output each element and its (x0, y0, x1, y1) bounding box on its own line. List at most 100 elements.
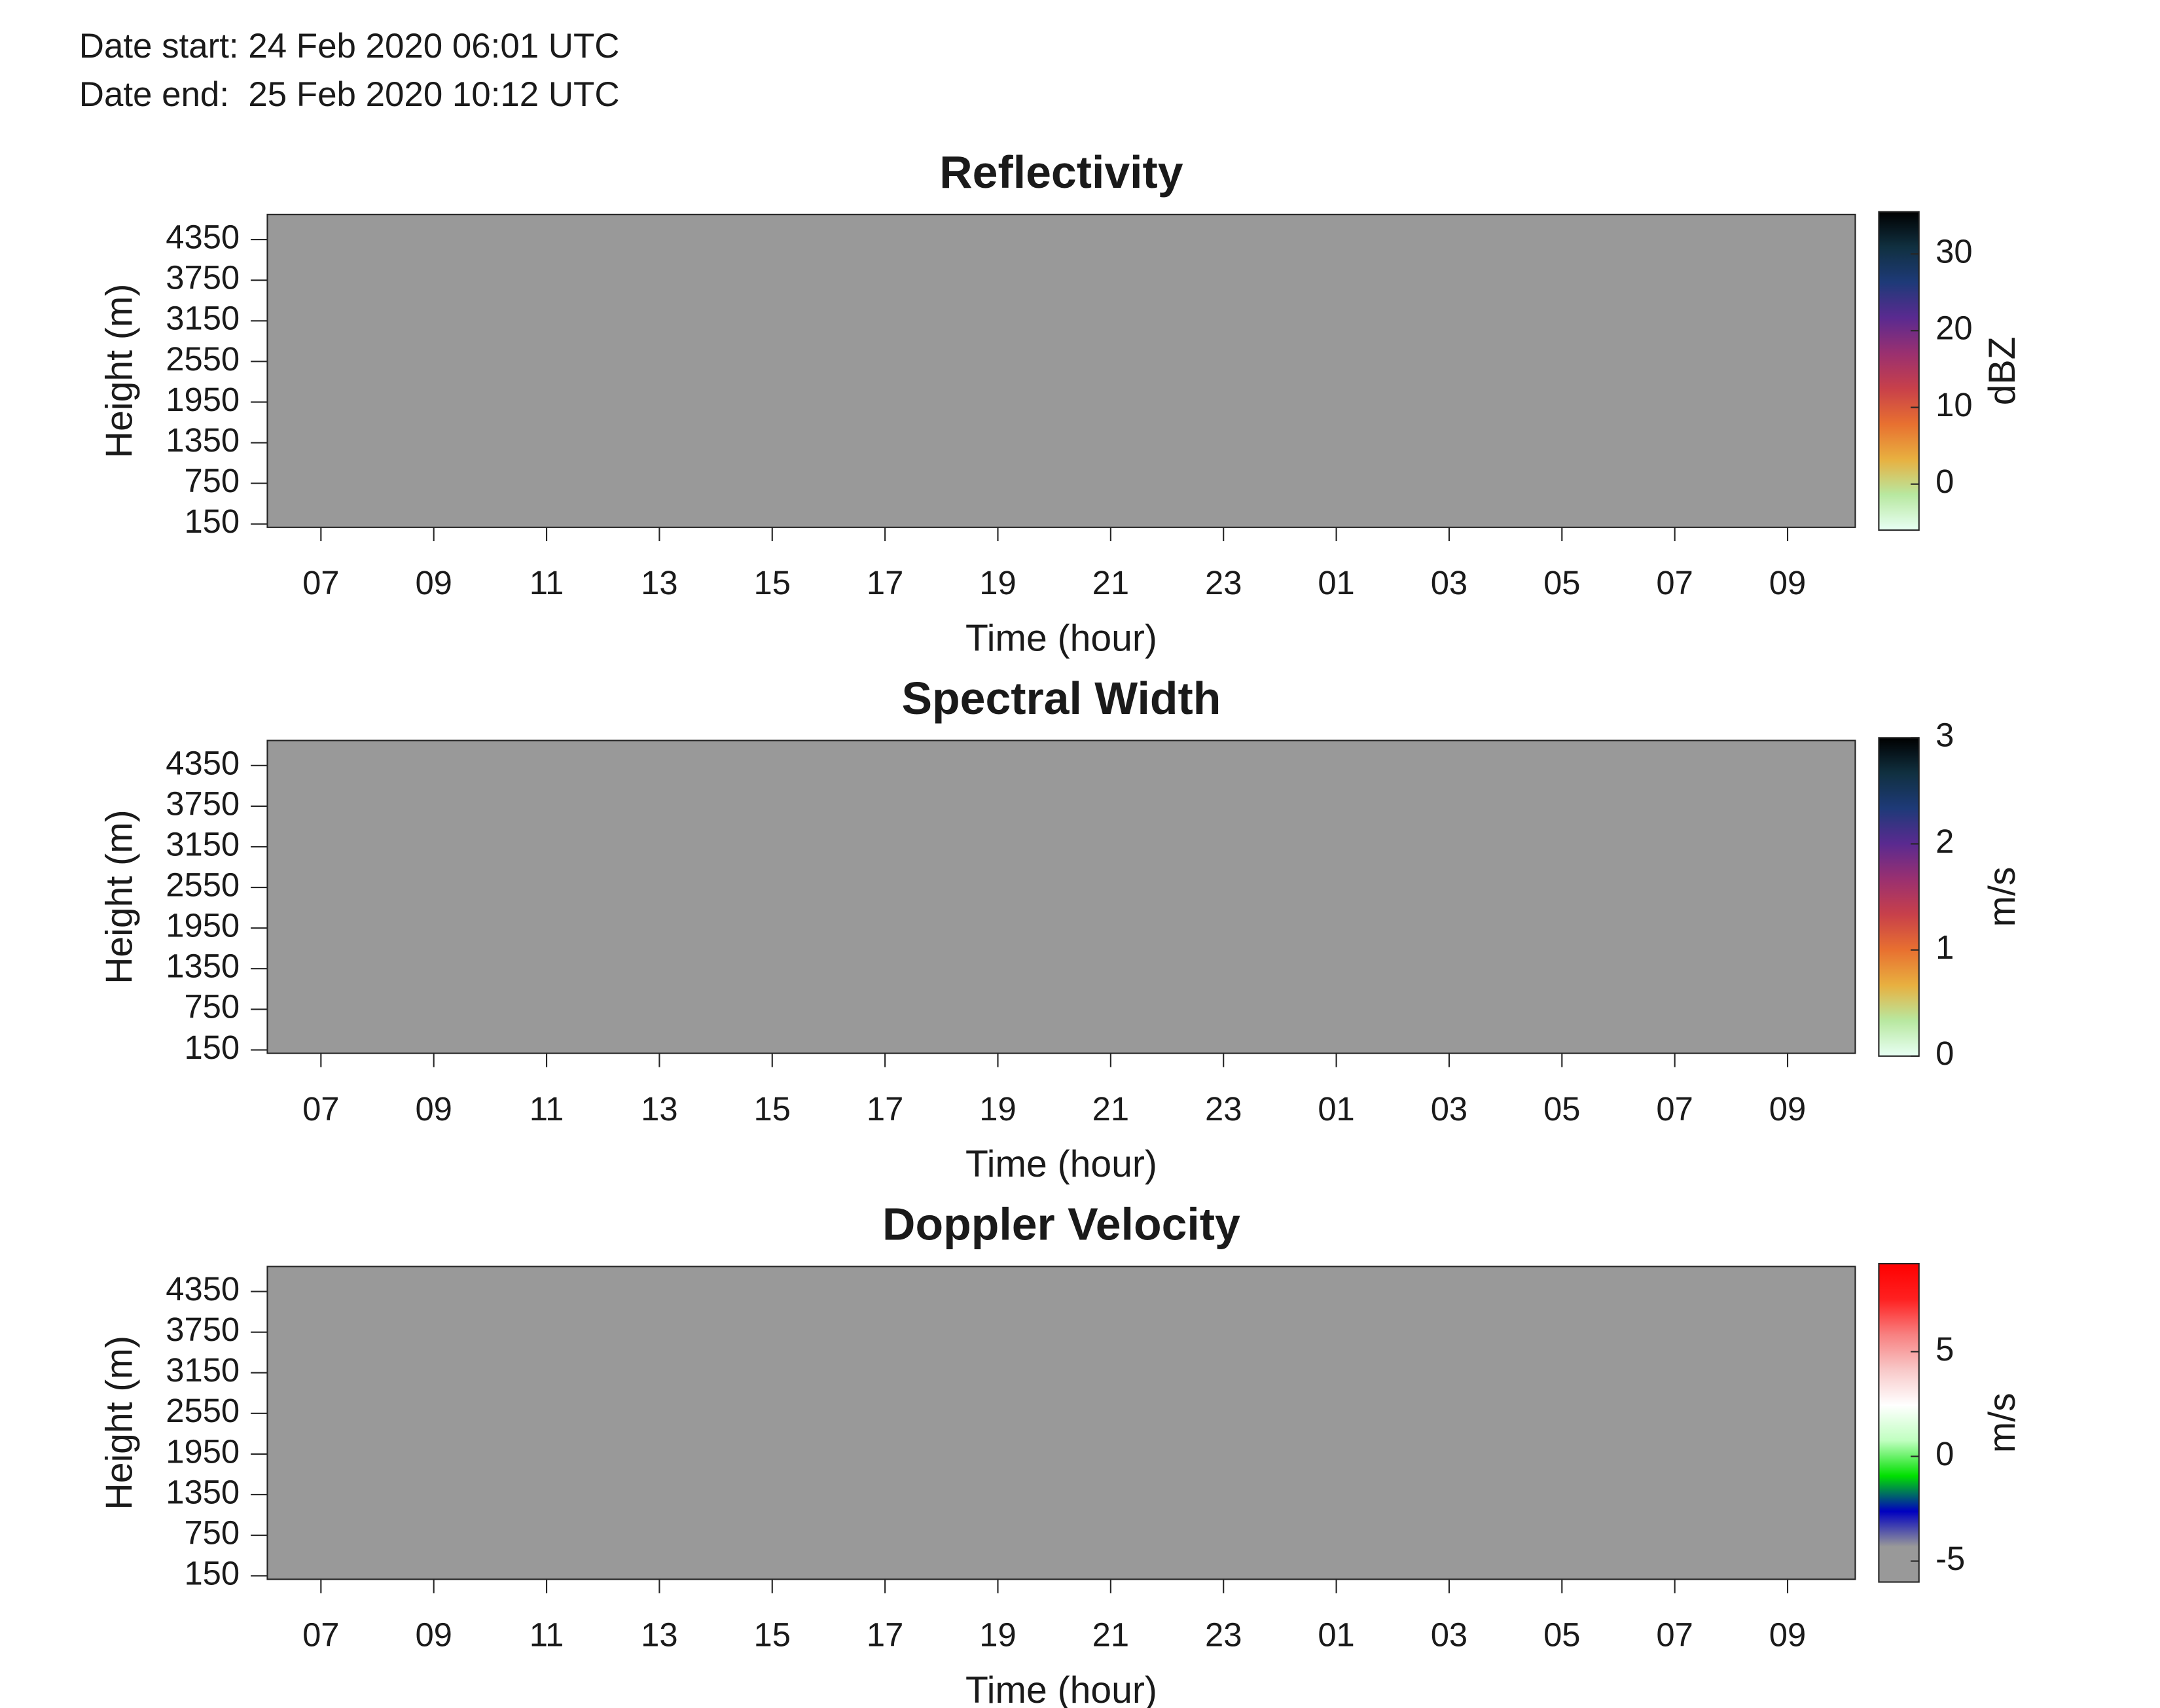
date-end: Date end: 25 Feb 2020 10:12 UTC (79, 75, 620, 114)
x-tick-label: 21 (1092, 564, 1129, 601)
y-tick-label: 3150 (166, 300, 240, 337)
y-tick-label: 150 (184, 1029, 240, 1066)
x-tick-label: 05 (1543, 1090, 1580, 1128)
y-tick-label: 3150 (166, 825, 240, 863)
y-tick-label: 2550 (166, 866, 240, 903)
x-tick-label: 19 (979, 564, 1016, 601)
y-tick-label: 4350 (166, 744, 240, 781)
y-tick-label: 3750 (166, 259, 240, 296)
colorbar-tick-label: 10 (1935, 386, 1972, 423)
y-axis-label: Height (m) (98, 810, 140, 984)
panel: Spectral Width15075013501950255031503750… (98, 673, 2023, 1185)
x-tick-label: 15 (754, 1090, 791, 1128)
colorbar (1878, 1263, 1920, 1583)
x-axis-label: Time (hour) (965, 1669, 1157, 1708)
x-axis-label: Time (hour) (965, 617, 1157, 659)
x-tick-label: 23 (1205, 1090, 1242, 1128)
x-tick-label: 09 (1769, 1616, 1806, 1654)
x-tick-label: 03 (1431, 1090, 1467, 1128)
panel: Reflectivity1507501350195025503150375043… (98, 147, 2023, 659)
panel-title: Spectral Width (902, 673, 1221, 724)
x-tick-label: 21 (1092, 1616, 1129, 1654)
panel-title: Doppler Velocity (882, 1199, 1240, 1250)
x-tick-label: 11 (530, 564, 564, 601)
y-tick-label: 1350 (166, 421, 240, 459)
y-tick-label: 1950 (166, 907, 240, 944)
y-tick-label: 750 (184, 1514, 240, 1551)
colorbar-label: dBZ (1981, 336, 2023, 405)
colorbar-tick-label: 30 (1935, 232, 1972, 270)
x-tick-label: 05 (1543, 564, 1580, 601)
colorbar-tick-label: 1 (1935, 929, 1954, 966)
x-tick-label: 07 (1656, 1090, 1693, 1128)
x-tick-label: 11 (530, 1090, 564, 1128)
x-tick-label: 09 (415, 564, 452, 601)
y-tick-label: 2550 (166, 1392, 240, 1429)
x-tick-label: 13 (641, 1616, 677, 1654)
x-tick-label: 05 (1543, 1616, 1580, 1654)
y-axis-label: Height (m) (98, 1336, 140, 1510)
x-tick-label: 23 (1205, 564, 1242, 601)
x-tick-label: 17 (867, 1616, 903, 1654)
x-tick-label: 03 (1431, 564, 1467, 601)
colorbar-label: m/s (1981, 867, 2023, 927)
x-tick-label: 07 (1656, 1616, 1693, 1654)
y-tick-label: 1350 (166, 1473, 240, 1510)
colorbar (1878, 737, 1920, 1057)
x-tick-label: 03 (1431, 1616, 1467, 1654)
y-tick-label: 4350 (166, 219, 240, 256)
y-tick-label: 3150 (166, 1351, 240, 1389)
x-tick-label: 19 (979, 1616, 1016, 1654)
colorbar-tick-label: 5 (1935, 1330, 1954, 1368)
x-tick-label: 15 (754, 1616, 791, 1654)
x-tick-label: 01 (1318, 1616, 1354, 1654)
x-tick-label: 17 (867, 564, 903, 601)
y-tick-label: 150 (184, 503, 240, 540)
colorbar (1878, 211, 1920, 531)
x-tick-label: 01 (1318, 564, 1354, 601)
x-tick-label: 09 (415, 1090, 452, 1128)
x-tick-label: 19 (979, 1090, 1016, 1128)
y-tick-label: 1950 (166, 381, 240, 418)
panel: Doppler Velocity150750135019502550315037… (98, 1199, 2023, 1708)
x-tick-label: 13 (641, 1090, 677, 1128)
x-tick-label: 21 (1092, 1090, 1129, 1128)
colorbar-tick-label: 0 (1935, 463, 1954, 500)
y-tick-label: 3750 (166, 785, 240, 822)
y-tick-label: 150 (184, 1555, 240, 1592)
x-tick-label: 07 (1656, 564, 1693, 601)
y-axis-label: Height (m) (98, 284, 140, 458)
plot-area (266, 739, 1856, 1054)
colorbar-label: m/s (1981, 1393, 2023, 1453)
colorbar-tick-label: 20 (1935, 310, 1972, 347)
x-axis-label: Time (hour) (965, 1143, 1157, 1185)
x-tick-label: 15 (754, 564, 791, 601)
x-tick-label: 23 (1205, 1616, 1242, 1654)
x-tick-label: 09 (1769, 564, 1806, 601)
x-tick-label: 09 (415, 1616, 452, 1654)
colorbar-tick-label: 3 (1935, 717, 1954, 754)
plot-area (266, 213, 1856, 528)
x-tick-label: 13 (641, 564, 677, 601)
colorbar-tick-label: 0 (1935, 1435, 1954, 1472)
x-tick-label: 07 (302, 564, 339, 601)
x-tick-label: 07 (302, 1616, 339, 1654)
date-start: Date start: 24 Feb 2020 06:01 UTC (79, 27, 620, 65)
y-tick-label: 4350 (166, 1270, 240, 1308)
colorbar-tick-label: 0 (1935, 1035, 1954, 1072)
y-tick-label: 3750 (166, 1311, 240, 1348)
x-tick-label: 09 (1769, 1090, 1806, 1128)
y-tick-label: 750 (184, 988, 240, 1025)
colorbar-tick-label: -5 (1935, 1540, 1965, 1577)
y-tick-label: 1350 (166, 948, 240, 985)
y-tick-label: 750 (184, 462, 240, 499)
x-tick-label: 01 (1318, 1090, 1354, 1128)
plot-area (266, 1266, 1856, 1580)
x-tick-label: 17 (867, 1090, 903, 1128)
y-tick-label: 2550 (166, 340, 240, 378)
colorbar-tick-label: 2 (1935, 823, 1954, 860)
y-tick-label: 1950 (166, 1432, 240, 1470)
x-tick-label: 07 (302, 1090, 339, 1128)
panel-title: Reflectivity (939, 147, 1183, 198)
